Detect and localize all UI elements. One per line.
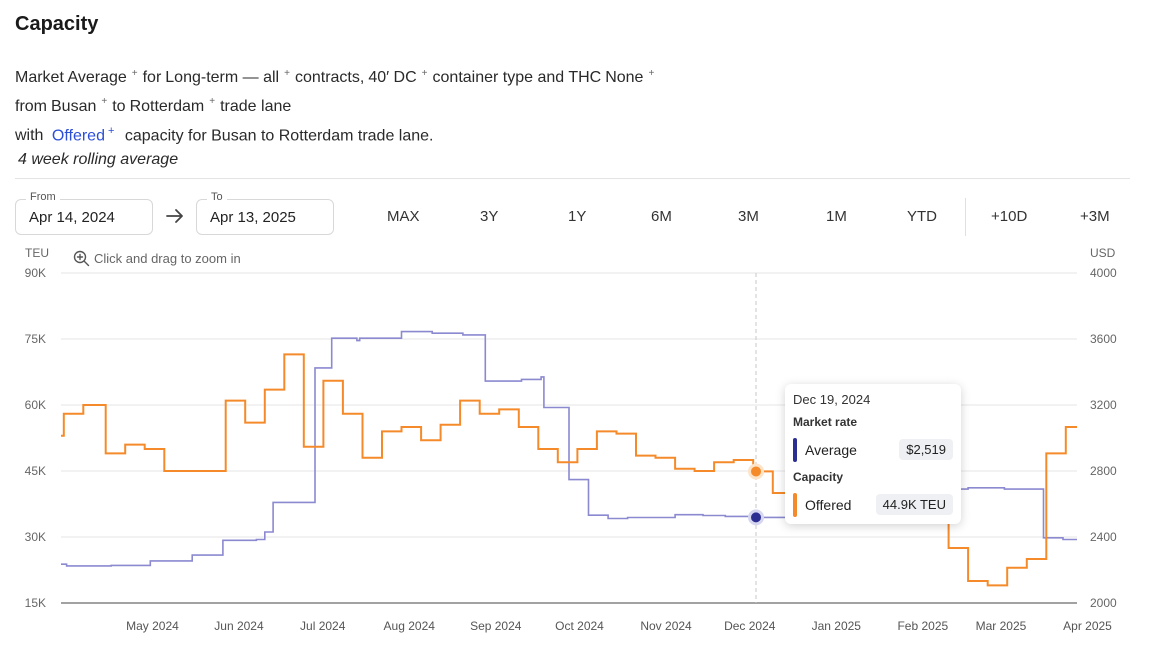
filter-filter-plus[interactable]: + <box>648 68 655 79</box>
zoom-hint: Click and drag to zoom in <box>73 250 241 267</box>
description-capacity-text: capacity for Busan to Rotterdam trade la… <box>124 126 434 144</box>
filter-token: contracts, <box>294 69 365 87</box>
right-axis-tick-label: 2000 <box>1090 596 1117 610</box>
from-date-label: From <box>26 191 60 203</box>
tooltip-average-name: Average <box>805 442 857 458</box>
offered-filter-link[interactable]: Offered <box>51 126 105 144</box>
x-axis-tick-label: Mar 2025 <box>976 619 1027 633</box>
rolling-average-note: 4 week rolling average <box>18 150 179 168</box>
left-axis-title: TEU <box>25 246 49 260</box>
filter-token[interactable]: Long-term — all <box>165 69 280 87</box>
x-axis-tick-label: Jan 2025 <box>812 619 862 633</box>
left-axis-tick-label: 90K <box>25 266 46 280</box>
description-line-capacity: with Offered + capacity for Busan to Rott… <box>15 119 659 148</box>
offered-filter-plus[interactable]: + <box>107 124 115 137</box>
right-axis-tick-label: 3600 <box>1090 332 1117 346</box>
tooltip-section-capacity: Capacity <box>793 470 844 484</box>
zoom-in-icon <box>73 250 90 267</box>
offered-swatch <box>793 493 797 517</box>
left-axis-tick-label: 45K <box>25 464 46 478</box>
range-button-3m[interactable]: 3M <box>738 208 759 225</box>
range-button-3y[interactable]: 3Y <box>480 208 499 225</box>
lane-token: from <box>15 97 47 115</box>
range-button-ytd[interactable]: YTD <box>907 208 937 225</box>
chart-tooltip: Dec 19, 2024 Market rate Average $2,519 … <box>785 384 961 524</box>
range-button-max[interactable]: MAX <box>387 208 420 225</box>
range-separator <box>965 198 966 236</box>
x-axis-tick-label: Aug 2024 <box>384 619 436 633</box>
left-axis-tick-label: 30K <box>25 530 46 544</box>
x-axis-tick-label: Feb 2025 <box>897 619 948 633</box>
range-button-1m[interactable]: 1M <box>826 208 847 225</box>
chart-description: Market Average + for Long-term — all + contra… <box>15 62 659 172</box>
tooltip-offered-value: 44.9K TEU <box>875 494 953 515</box>
filter-filter-plus[interactable]: + <box>131 68 138 79</box>
lane-token: trade lane <box>220 97 292 115</box>
from-date-field[interactable]: From Apr 14, 2024 <box>15 191 153 235</box>
filter-token[interactable]: 40′ DC <box>368 69 417 87</box>
arrow-right-icon <box>166 209 183 223</box>
header-divider <box>15 178 1130 179</box>
zoom-hint-text: Click and drag to zoom in <box>94 251 241 266</box>
to-date-field[interactable]: To Apr 13, 2025 <box>196 191 334 235</box>
average-marker <box>748 509 765 526</box>
x-axis-tick-label: Nov 2024 <box>640 619 692 633</box>
description-line-lane: from Busan + to Rotterdam + trade lane <box>15 90 659 118</box>
offered-marker <box>748 463 765 480</box>
from-date-value[interactable]: Apr 14, 2024 <box>29 209 115 226</box>
description-line-filters: Market Average + for Long-term — all + contra… <box>15 62 659 90</box>
extend-button-3m[interactable]: +3M <box>1080 208 1110 225</box>
right-axis-tick-label: 2400 <box>1090 530 1117 544</box>
tooltip-average-value: $2,519 <box>899 439 953 460</box>
lane-token: to <box>112 97 126 115</box>
to-date-value[interactable]: Apr 13, 2025 <box>210 209 296 226</box>
filter-token[interactable]: Market Average <box>15 69 127 87</box>
lane-token[interactable]: Rotterdam <box>129 97 205 115</box>
right-axis-title: USD <box>1090 246 1116 260</box>
filter-token: for <box>142 69 162 87</box>
lane-filter-plus[interactable]: + <box>209 96 216 108</box>
x-axis-tick-label: Dec 2024 <box>724 619 776 633</box>
extend-button-10d[interactable]: +10D <box>991 208 1028 225</box>
filter-filter-plus[interactable]: + <box>421 68 428 79</box>
tooltip-row-average: Average $2,519 <box>793 438 953 462</box>
x-axis-tick-label: May 2024 <box>126 619 179 633</box>
left-axis-tick-label: 75K <box>25 332 46 346</box>
tooltip-date: Dec 19, 2024 <box>793 392 871 407</box>
x-axis-tick-label: Apr 2025 <box>1063 619 1112 633</box>
right-axis-tick-label: 2800 <box>1090 464 1117 478</box>
page-title: Capacity <box>15 13 99 35</box>
to-date-label: To <box>207 191 227 203</box>
x-axis-tick-label: Oct 2024 <box>555 619 604 633</box>
tooltip-offered-name: Offered <box>805 497 852 513</box>
range-button-1y[interactable]: 1Y <box>568 208 587 225</box>
range-button-6m[interactable]: 6M <box>651 208 672 225</box>
filter-token[interactable]: None <box>605 69 644 87</box>
filter-filter-plus[interactable]: + <box>284 68 290 79</box>
lane-token[interactable]: Busan <box>51 97 97 115</box>
right-axis-tick-label: 4000 <box>1090 266 1117 280</box>
filter-token: container type and THC <box>432 69 602 87</box>
x-axis-tick-label: Jun 2024 <box>214 619 264 633</box>
x-axis-tick-label: Sep 2024 <box>470 619 522 633</box>
lane-filter-plus[interactable]: + <box>101 96 108 108</box>
tooltip-row-offered: Offered 44.9K TEU <box>793 493 953 517</box>
tooltip-section-market-rate: Market rate <box>793 415 858 429</box>
left-axis-tick-label: 60K <box>25 398 46 412</box>
average-swatch <box>793 438 797 462</box>
left-axis-tick-label: 15K <box>25 596 46 610</box>
x-axis-tick-label: Jul 2024 <box>300 619 346 633</box>
right-axis-tick-label: 3200 <box>1090 398 1117 412</box>
description-with: with <box>15 126 44 144</box>
